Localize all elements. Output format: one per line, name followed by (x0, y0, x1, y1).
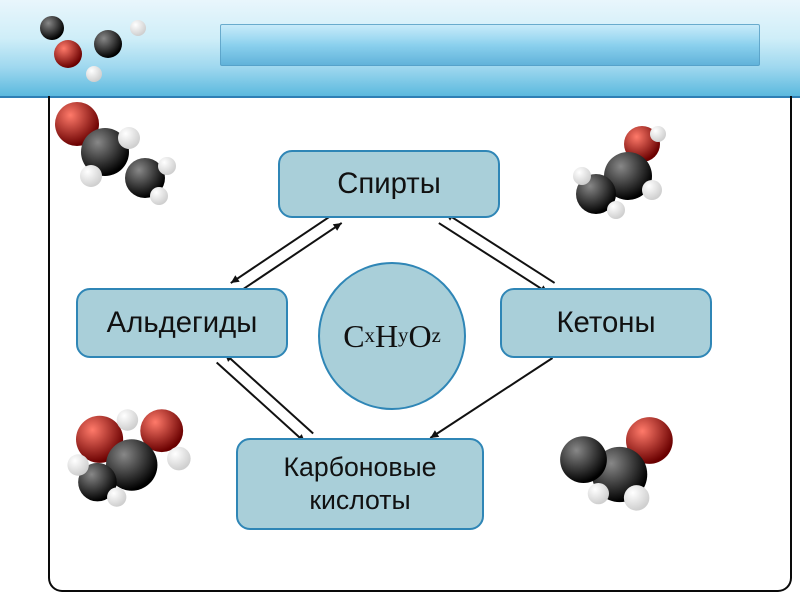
node-center: Cx Hy Oz (318, 262, 466, 410)
node-right: Кетоны (500, 288, 712, 358)
node-bottom: Карбоновыекислоты (236, 438, 484, 530)
molecule-bottom-right (541, 391, 711, 541)
molecule-bottom-left (46, 375, 226, 525)
node-left-label: Альдегиды (107, 306, 258, 340)
node-top: Спирты (278, 150, 500, 218)
node-right-label: Кетоны (556, 306, 655, 340)
page: Спирты Альдегиды Кетоны Карбоновыекислот… (0, 0, 800, 600)
node-top-label: Спирты (337, 167, 441, 201)
node-left: Альдегиды (76, 288, 288, 358)
node-bottom-label: Карбоновыекислоты (284, 451, 437, 518)
molecule-top-right (548, 100, 708, 240)
molecule-top-left (12, 82, 182, 222)
